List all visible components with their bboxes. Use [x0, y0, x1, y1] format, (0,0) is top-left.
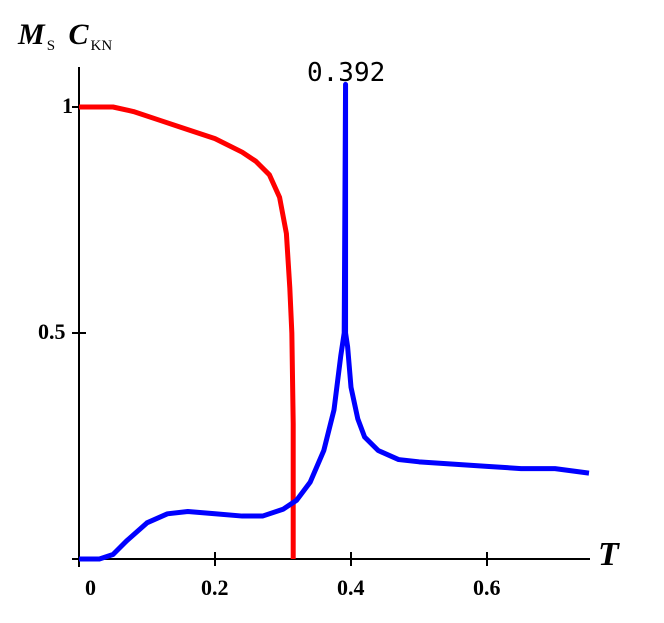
peak-annotation: 0.392	[307, 58, 386, 88]
x-tick-label: 0.4	[337, 575, 365, 600]
y-tick-label: 0.5	[38, 319, 66, 344]
ylabel-m: M	[18, 18, 45, 51]
y-tick-label: 1	[62, 93, 73, 118]
x-axis-label: T	[598, 536, 619, 573]
ylabel-c: C	[68, 18, 89, 51]
series-line-m-s	[79, 104, 296, 559]
ylabel-c-sub: KN	[90, 38, 113, 54]
x-tick-label: 0.2	[201, 575, 229, 600]
axes	[72, 67, 590, 567]
series-line-c-kn	[79, 81, 590, 562]
x-tick-label: 0.6	[473, 575, 501, 600]
series-group	[79, 81, 590, 562]
ylabel-m-sub: S	[46, 38, 56, 54]
x-tick-label: 0	[85, 575, 96, 600]
